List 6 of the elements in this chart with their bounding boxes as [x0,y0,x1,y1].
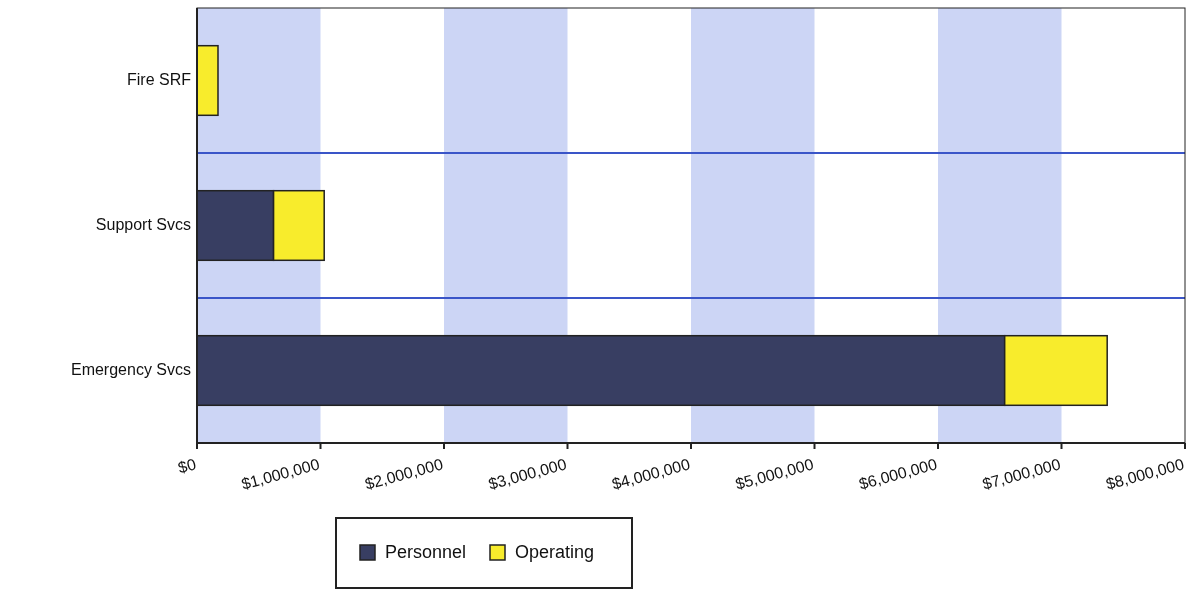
y-tick-label: Support Svcs [95,215,191,233]
y-tick-label: Fire SRF [127,70,192,88]
legend-label: Operating [515,541,595,562]
y-tick-label: Emergency Svcs [70,360,191,378]
x-tick-label: $0 [176,455,198,477]
legend-label: Personnel [385,541,467,562]
